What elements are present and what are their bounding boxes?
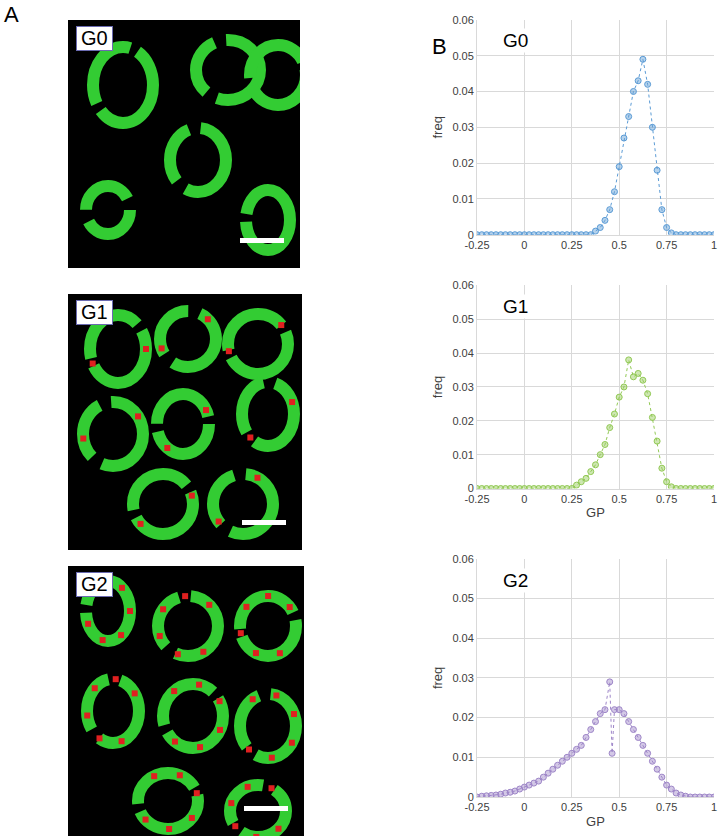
svg-text:0.25: 0.25 bbox=[561, 239, 582, 251]
svg-text:-0.25: -0.25 bbox=[464, 801, 489, 813]
svg-text:G2: G2 bbox=[503, 570, 528, 591]
svg-text:GP: GP bbox=[586, 814, 605, 829]
svg-text:1: 1 bbox=[711, 801, 717, 813]
html-text:G2: G2 bbox=[81, 573, 108, 595]
svg-text:0: 0 bbox=[468, 482, 474, 494]
svg-text:-0.25: -0.25 bbox=[464, 239, 489, 251]
svg-text:0.02: 0.02 bbox=[452, 415, 473, 427]
svg-text:0.25: 0.25 bbox=[561, 493, 582, 505]
svg-text:0: 0 bbox=[468, 791, 474, 803]
html-text:G1: G1 bbox=[81, 301, 108, 323]
svg-text:0.25: 0.25 bbox=[561, 801, 582, 813]
svg-text:freq: freq bbox=[430, 116, 445, 138]
svg-text:0.06: 0.06 bbox=[452, 14, 473, 26]
svg-text:-0.25: -0.25 bbox=[464, 493, 489, 505]
svg-text:0.01: 0.01 bbox=[452, 751, 473, 763]
svg-text:0.06: 0.06 bbox=[452, 279, 473, 291]
svg-text:0.5: 0.5 bbox=[612, 493, 627, 505]
svg-text:0.06: 0.06 bbox=[452, 553, 473, 565]
svg-text:1: 1 bbox=[711, 239, 717, 251]
svg-text:0: 0 bbox=[468, 229, 474, 241]
svg-text:0.04: 0.04 bbox=[452, 632, 473, 644]
svg-text:0.5: 0.5 bbox=[612, 801, 627, 813]
svg-text:0.05: 0.05 bbox=[452, 592, 473, 604]
svg-text:0.03: 0.03 bbox=[452, 381, 473, 393]
svg-text:GP: GP bbox=[586, 505, 605, 520]
svg-text:0.04: 0.04 bbox=[452, 347, 473, 359]
svg-text:0: 0 bbox=[521, 239, 527, 251]
html-text:B: B bbox=[432, 34, 447, 59]
svg-text:1: 1 bbox=[711, 493, 717, 505]
svg-text:0.01: 0.01 bbox=[452, 449, 473, 461]
svg-text:0.01: 0.01 bbox=[452, 193, 473, 205]
svg-text:G1: G1 bbox=[503, 296, 528, 317]
svg-text:0.02: 0.02 bbox=[452, 157, 473, 169]
svg-text:0: 0 bbox=[521, 801, 527, 813]
svg-text:0.05: 0.05 bbox=[452, 313, 473, 325]
html-text:A: A bbox=[4, 2, 19, 27]
svg-text:0.03: 0.03 bbox=[452, 672, 473, 684]
svg-text:0.03: 0.03 bbox=[452, 121, 473, 133]
svg-text:G0: G0 bbox=[503, 30, 528, 51]
svg-text:0.05: 0.05 bbox=[452, 50, 473, 62]
html-text:G0: G0 bbox=[81, 27, 108, 49]
svg-text:0.75: 0.75 bbox=[656, 493, 677, 505]
svg-text:0: 0 bbox=[521, 493, 527, 505]
svg-text:0.75: 0.75 bbox=[656, 801, 677, 813]
svg-text:0.5: 0.5 bbox=[612, 239, 627, 251]
svg-text:0.75: 0.75 bbox=[656, 239, 677, 251]
svg-text:freq: freq bbox=[430, 667, 445, 689]
svg-text:freq: freq bbox=[430, 376, 445, 398]
svg-text:0.04: 0.04 bbox=[452, 85, 473, 97]
svg-text:0.02: 0.02 bbox=[452, 711, 473, 723]
